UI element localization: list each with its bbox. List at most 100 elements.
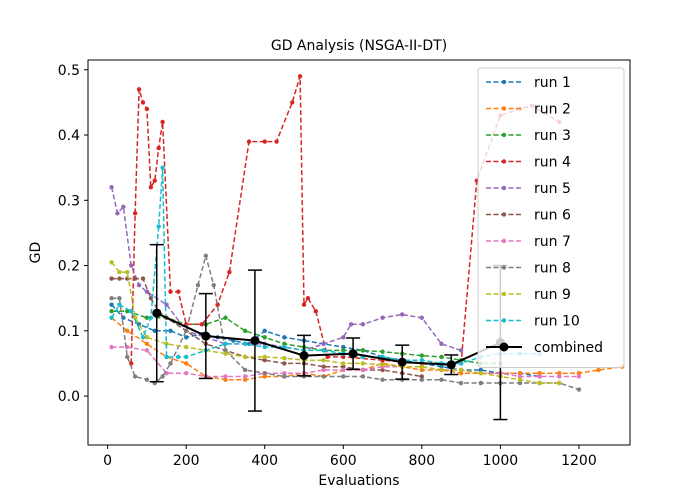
ticks-layer: 0 200 400 600 800 1000 1200 0.0 0.1 0.2 0.3 0.4 0.5 <box>58 63 597 469</box>
series-run-5 <box>109 185 464 353</box>
data-point <box>321 348 326 353</box>
data-point <box>360 374 366 379</box>
data-point <box>517 371 523 376</box>
data-point <box>199 322 205 327</box>
data-point <box>160 165 165 170</box>
legend-item: run 2 <box>486 102 571 118</box>
data-point <box>321 374 326 379</box>
data-point <box>282 356 287 361</box>
data-point <box>341 335 346 340</box>
series-line <box>111 304 540 378</box>
data-point <box>458 371 464 376</box>
data-point <box>183 344 189 350</box>
data-point <box>458 380 464 386</box>
data-point <box>282 344 287 350</box>
legend-label: combined <box>534 340 603 356</box>
legend-marker <box>501 132 507 138</box>
legend-item: run 10 <box>486 314 580 330</box>
data-point <box>223 374 228 379</box>
y-tick-label: 0.2 <box>58 259 80 275</box>
data-point <box>183 354 189 360</box>
legend-item: run 8 <box>486 261 571 277</box>
data-point <box>380 377 385 382</box>
plot-frame <box>87 59 631 446</box>
data-point <box>183 335 189 340</box>
data-point <box>517 374 523 379</box>
data-point <box>242 354 248 360</box>
data-point <box>223 348 228 353</box>
data-point <box>242 367 248 373</box>
series-line <box>111 261 560 384</box>
data-point <box>360 348 366 353</box>
data-point <box>109 344 114 350</box>
data-point <box>125 328 130 334</box>
data-point <box>517 377 523 382</box>
data-point <box>156 224 161 229</box>
y-axis-label: GD <box>28 242 44 264</box>
data-point <box>223 351 228 356</box>
data-point <box>360 361 366 366</box>
data-point <box>160 119 165 125</box>
x-axis-label: Evaluations <box>318 473 399 489</box>
data-point <box>195 282 201 288</box>
data-point <box>132 211 138 216</box>
data-point <box>242 328 248 334</box>
legend-label: run 1 <box>534 75 571 91</box>
data-point <box>446 360 456 370</box>
y-tick-label: 0.3 <box>58 193 80 209</box>
data-point <box>109 276 114 281</box>
legend-marker <box>501 212 507 217</box>
data-point <box>380 349 385 354</box>
legend-label: run 3 <box>534 128 571 144</box>
data-point <box>341 344 346 350</box>
legend-marker <box>499 342 509 352</box>
legend-item: run 9 <box>486 287 571 303</box>
data-point <box>321 367 326 373</box>
series-run-9 <box>109 260 562 386</box>
legend-item: run 6 <box>486 208 571 224</box>
series-run-8 <box>109 252 582 392</box>
legend-item: run 7 <box>486 234 571 250</box>
data-point <box>419 377 425 382</box>
data-point <box>458 348 464 353</box>
data-point <box>109 315 114 320</box>
data-point <box>121 204 126 210</box>
data-point <box>109 309 114 314</box>
data-point <box>168 361 173 366</box>
data-point <box>140 276 146 281</box>
data-point <box>183 371 189 376</box>
data-point <box>144 106 150 112</box>
legend-label: run 5 <box>534 181 571 197</box>
x-tick-label: 800 <box>408 453 435 469</box>
legend-item: run 1 <box>486 75 571 91</box>
data-point <box>262 328 267 334</box>
data-point <box>596 367 601 373</box>
data-point <box>223 341 228 347</box>
data-point <box>537 380 542 386</box>
data-point <box>419 364 425 369</box>
data-point <box>576 371 582 376</box>
data-point <box>478 367 483 373</box>
data-point <box>439 367 444 373</box>
data-point <box>313 309 318 314</box>
data-point <box>242 341 248 347</box>
data-point <box>132 276 138 281</box>
data-point <box>576 374 582 379</box>
data-point <box>125 269 130 275</box>
data-point <box>262 354 267 360</box>
data-point <box>380 315 385 320</box>
legend-item: run 5 <box>486 181 571 197</box>
legend-label: run 2 <box>534 102 571 118</box>
data-point <box>537 374 542 379</box>
data-point <box>274 139 279 144</box>
data-point <box>439 354 444 360</box>
data-point <box>537 371 542 376</box>
data-point <box>557 371 562 376</box>
data-point <box>176 354 181 360</box>
data-point <box>164 354 169 360</box>
series-line <box>156 312 501 366</box>
data-point <box>301 302 307 307</box>
legend-marker <box>501 291 507 297</box>
legend-label: run 10 <box>534 314 580 330</box>
legend: run 1 run 2 run 3 run 4 run 5 run 6 run 7 run 8… <box>477 67 625 368</box>
